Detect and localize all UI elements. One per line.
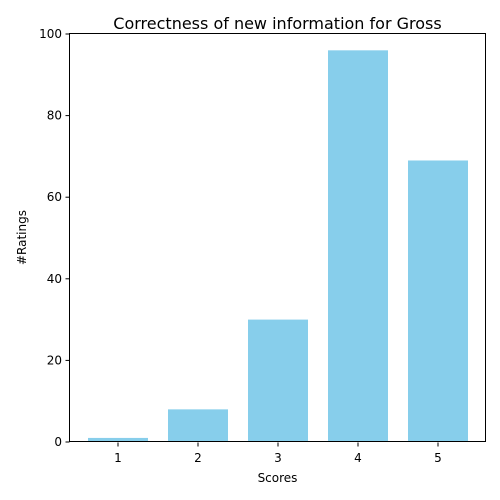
y-tick-label: 0 [54, 435, 62, 449]
bar-score-1 [88, 437, 148, 442]
y-tick-label: 40 [47, 272, 62, 286]
y-axis-label: #Ratings [15, 210, 29, 265]
y-tick-label: 20 [47, 353, 62, 367]
plot-frame [69, 33, 486, 442]
bar-score-4 [328, 50, 388, 442]
x-tick-label: 2 [194, 451, 202, 465]
x-tick-label: 4 [354, 451, 362, 465]
bar-score-2 [168, 409, 228, 442]
y-tick-label: 60 [47, 190, 62, 204]
x-tick-label: 3 [274, 451, 282, 465]
y-axis-ticks: 0 20 40 60 80 100 [39, 27, 70, 449]
x-axis-label: Scores [258, 471, 298, 485]
x-tick-label: 1 [114, 451, 122, 465]
bar-score-3 [248, 319, 308, 442]
y-tick-label: 80 [47, 109, 62, 123]
x-axis-ticks: 1 2 3 4 5 [114, 442, 442, 465]
y-tick-label: 100 [39, 27, 62, 41]
bars-group [88, 50, 468, 443]
chart-title: Correctness of new information for Gross [113, 14, 441, 33]
x-tick-label: 5 [434, 451, 442, 465]
bar-score-5 [408, 160, 468, 443]
